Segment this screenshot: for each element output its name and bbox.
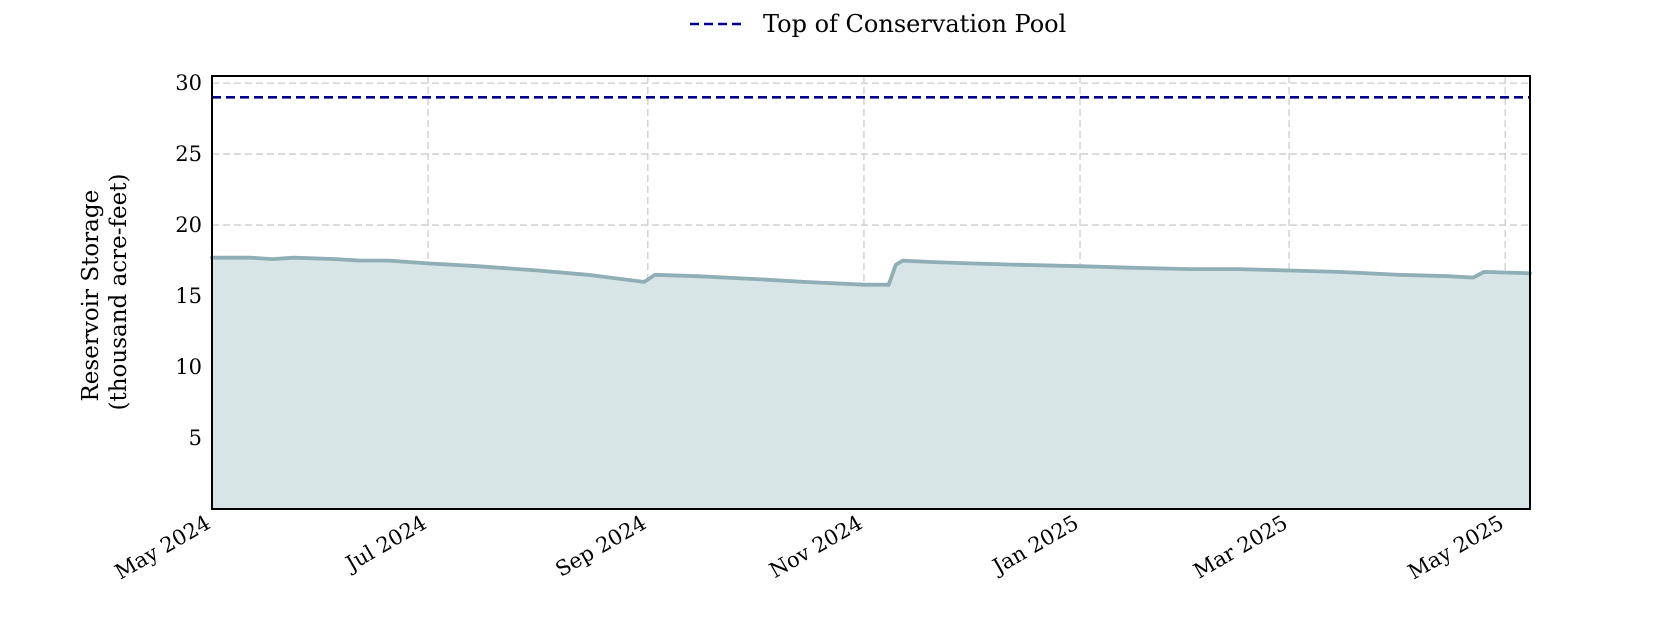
plot-frame: [211, 75, 1531, 510]
x-axis-ticks: May 2024 Jul 2024 Sep 2024 Nov 2024 Jan 2025…: [111, 511, 1508, 585]
x-tick-label: Jan 2025: [987, 511, 1083, 580]
plot-data: [210, 95, 1532, 509]
y-tick-label: 25: [175, 142, 202, 166]
x-tick-label: Mar 2025: [1189, 511, 1291, 584]
y-tick-label: 10: [175, 355, 202, 379]
x-tick-label: Nov 2024: [765, 511, 866, 583]
storage-line: [210, 255, 1532, 287]
y-tick-label: 20: [175, 213, 202, 237]
x-tick-label: May 2025: [1404, 511, 1508, 585]
y-tick-label: 15: [175, 284, 202, 308]
y-axis-title-line-2: (thousand acre-feet): [106, 174, 132, 411]
x-tick-label: Jul 2024: [340, 511, 431, 577]
y-tick-label: 5: [189, 426, 202, 450]
y-axis-title: Reservoir Storage (thousand acre-feet): [78, 174, 132, 411]
legend: Top of Conservation Pool: [690, 10, 1066, 38]
x-tick-label: Sep 2024: [551, 511, 650, 582]
y-axis-ticks: 5 10 15 20 25 30: [175, 71, 202, 450]
legend-label-conservation-pool: Top of Conservation Pool: [763, 10, 1066, 38]
y-tick-label: 30: [175, 71, 202, 95]
x-tick-label: May 2024: [111, 511, 215, 585]
storage-area: [212, 257, 1530, 509]
y-axis-title-line-1: Reservoir Storage: [78, 190, 104, 402]
